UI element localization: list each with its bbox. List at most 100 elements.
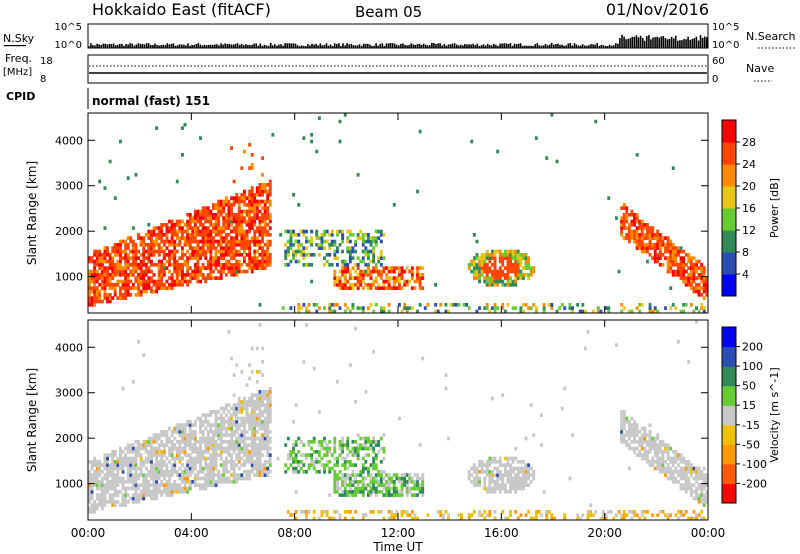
power-cell <box>268 233 272 237</box>
velocity-cell <box>227 446 231 451</box>
velocity-cell <box>95 496 99 501</box>
power-cell <box>555 159 559 164</box>
velocity-cell <box>483 480 487 484</box>
power-cell <box>359 269 363 274</box>
velocity-cell <box>103 473 107 477</box>
power-cell <box>201 213 205 217</box>
power-cell <box>607 306 611 310</box>
velocity-cell <box>483 470 487 474</box>
power-cell <box>253 253 257 257</box>
velocity-cell <box>268 396 272 401</box>
velocity-cell <box>150 460 153 464</box>
power-cell <box>240 269 244 274</box>
velocity-cell <box>268 440 272 444</box>
nsky-bar <box>197 43 200 48</box>
power-cell <box>147 223 151 227</box>
nsky-bar <box>592 44 594 48</box>
power-cell <box>240 193 244 197</box>
velocity-cell <box>317 453 321 457</box>
power-cell <box>472 266 476 270</box>
velocity-cell <box>157 476 161 481</box>
power-cell <box>677 249 680 254</box>
power-cell <box>527 266 531 270</box>
velocity-cell <box>261 346 264 351</box>
velocity-cell <box>317 443 321 447</box>
power-cell <box>227 246 231 250</box>
velocity-cell <box>175 423 179 427</box>
velocity-cell <box>147 490 151 494</box>
velocity-cell <box>175 430 179 434</box>
velocity-cell <box>540 513 543 517</box>
power-cell <box>648 253 652 257</box>
velocity-cell <box>361 486 365 491</box>
velocity-cell <box>168 476 171 481</box>
nsky-bar <box>666 39 669 48</box>
power-cell <box>224 246 228 250</box>
velocity-cell <box>630 433 634 437</box>
velocity-cell <box>297 450 301 454</box>
power-cell <box>222 206 226 210</box>
power-cell <box>343 113 347 117</box>
power-cell <box>232 266 236 270</box>
power-cell <box>137 273 140 277</box>
velocity-cell <box>640 426 644 431</box>
velocity-cell <box>199 476 202 481</box>
power-cell <box>266 246 270 250</box>
velocity-cell <box>359 490 363 494</box>
velocity-cell <box>227 440 231 444</box>
velocity-cell <box>292 470 295 474</box>
velocity-colorbar-tick-label: 200 <box>742 341 763 354</box>
power-ytick-label: 2000 <box>55 225 83 238</box>
nsky-bar <box>439 43 441 48</box>
velocity-cell <box>333 443 337 447</box>
velocity-cell <box>529 403 533 407</box>
nsky-bar <box>656 36 658 48</box>
nsky-bar <box>455 44 458 48</box>
power-cell <box>90 269 94 274</box>
power-cell <box>253 243 257 247</box>
velocity-cell <box>214 443 218 447</box>
power-cell <box>646 226 649 230</box>
velocity-cell <box>325 510 329 514</box>
power-cell <box>232 229 236 234</box>
nsky-bar <box>670 36 673 48</box>
power-cell <box>343 283 347 287</box>
power-cell <box>108 273 112 277</box>
power-cell <box>181 263 184 267</box>
velocity-cell <box>705 490 709 494</box>
velocity-cell <box>496 473 500 477</box>
nsky-bar <box>288 43 291 48</box>
power-cell <box>302 303 306 307</box>
velocity-cell <box>240 476 244 481</box>
velocity-cell <box>333 476 337 481</box>
velocity-cell <box>212 443 215 447</box>
velocity-cell <box>297 460 301 464</box>
power-cell <box>196 229 200 234</box>
power-cell <box>183 259 187 264</box>
power-cell <box>144 279 148 284</box>
velocity-cell <box>684 470 688 474</box>
power-cell <box>379 233 383 237</box>
freq-tick-bottom: 8 <box>40 74 46 85</box>
power-cell <box>227 249 231 254</box>
power-cell <box>235 239 239 244</box>
velocity-cell <box>212 483 215 487</box>
velocity-cell <box>266 390 270 394</box>
velocity-cell <box>178 456 182 461</box>
power-cell <box>516 276 520 280</box>
power-cell <box>248 239 252 244</box>
velocity-cell <box>284 443 288 447</box>
velocity-cell <box>522 473 525 477</box>
velocity-cell <box>480 460 484 464</box>
power-cell <box>160 259 164 264</box>
velocity-cell <box>638 440 642 444</box>
velocity-cell <box>501 480 505 484</box>
velocity-cell <box>346 440 350 444</box>
power-cell <box>410 306 414 310</box>
velocity-cell <box>90 493 94 497</box>
velocity-cell <box>175 440 179 444</box>
power-cell <box>405 306 409 310</box>
power-cell <box>408 279 412 284</box>
power-cell <box>95 256 99 260</box>
power-cell <box>289 246 293 250</box>
